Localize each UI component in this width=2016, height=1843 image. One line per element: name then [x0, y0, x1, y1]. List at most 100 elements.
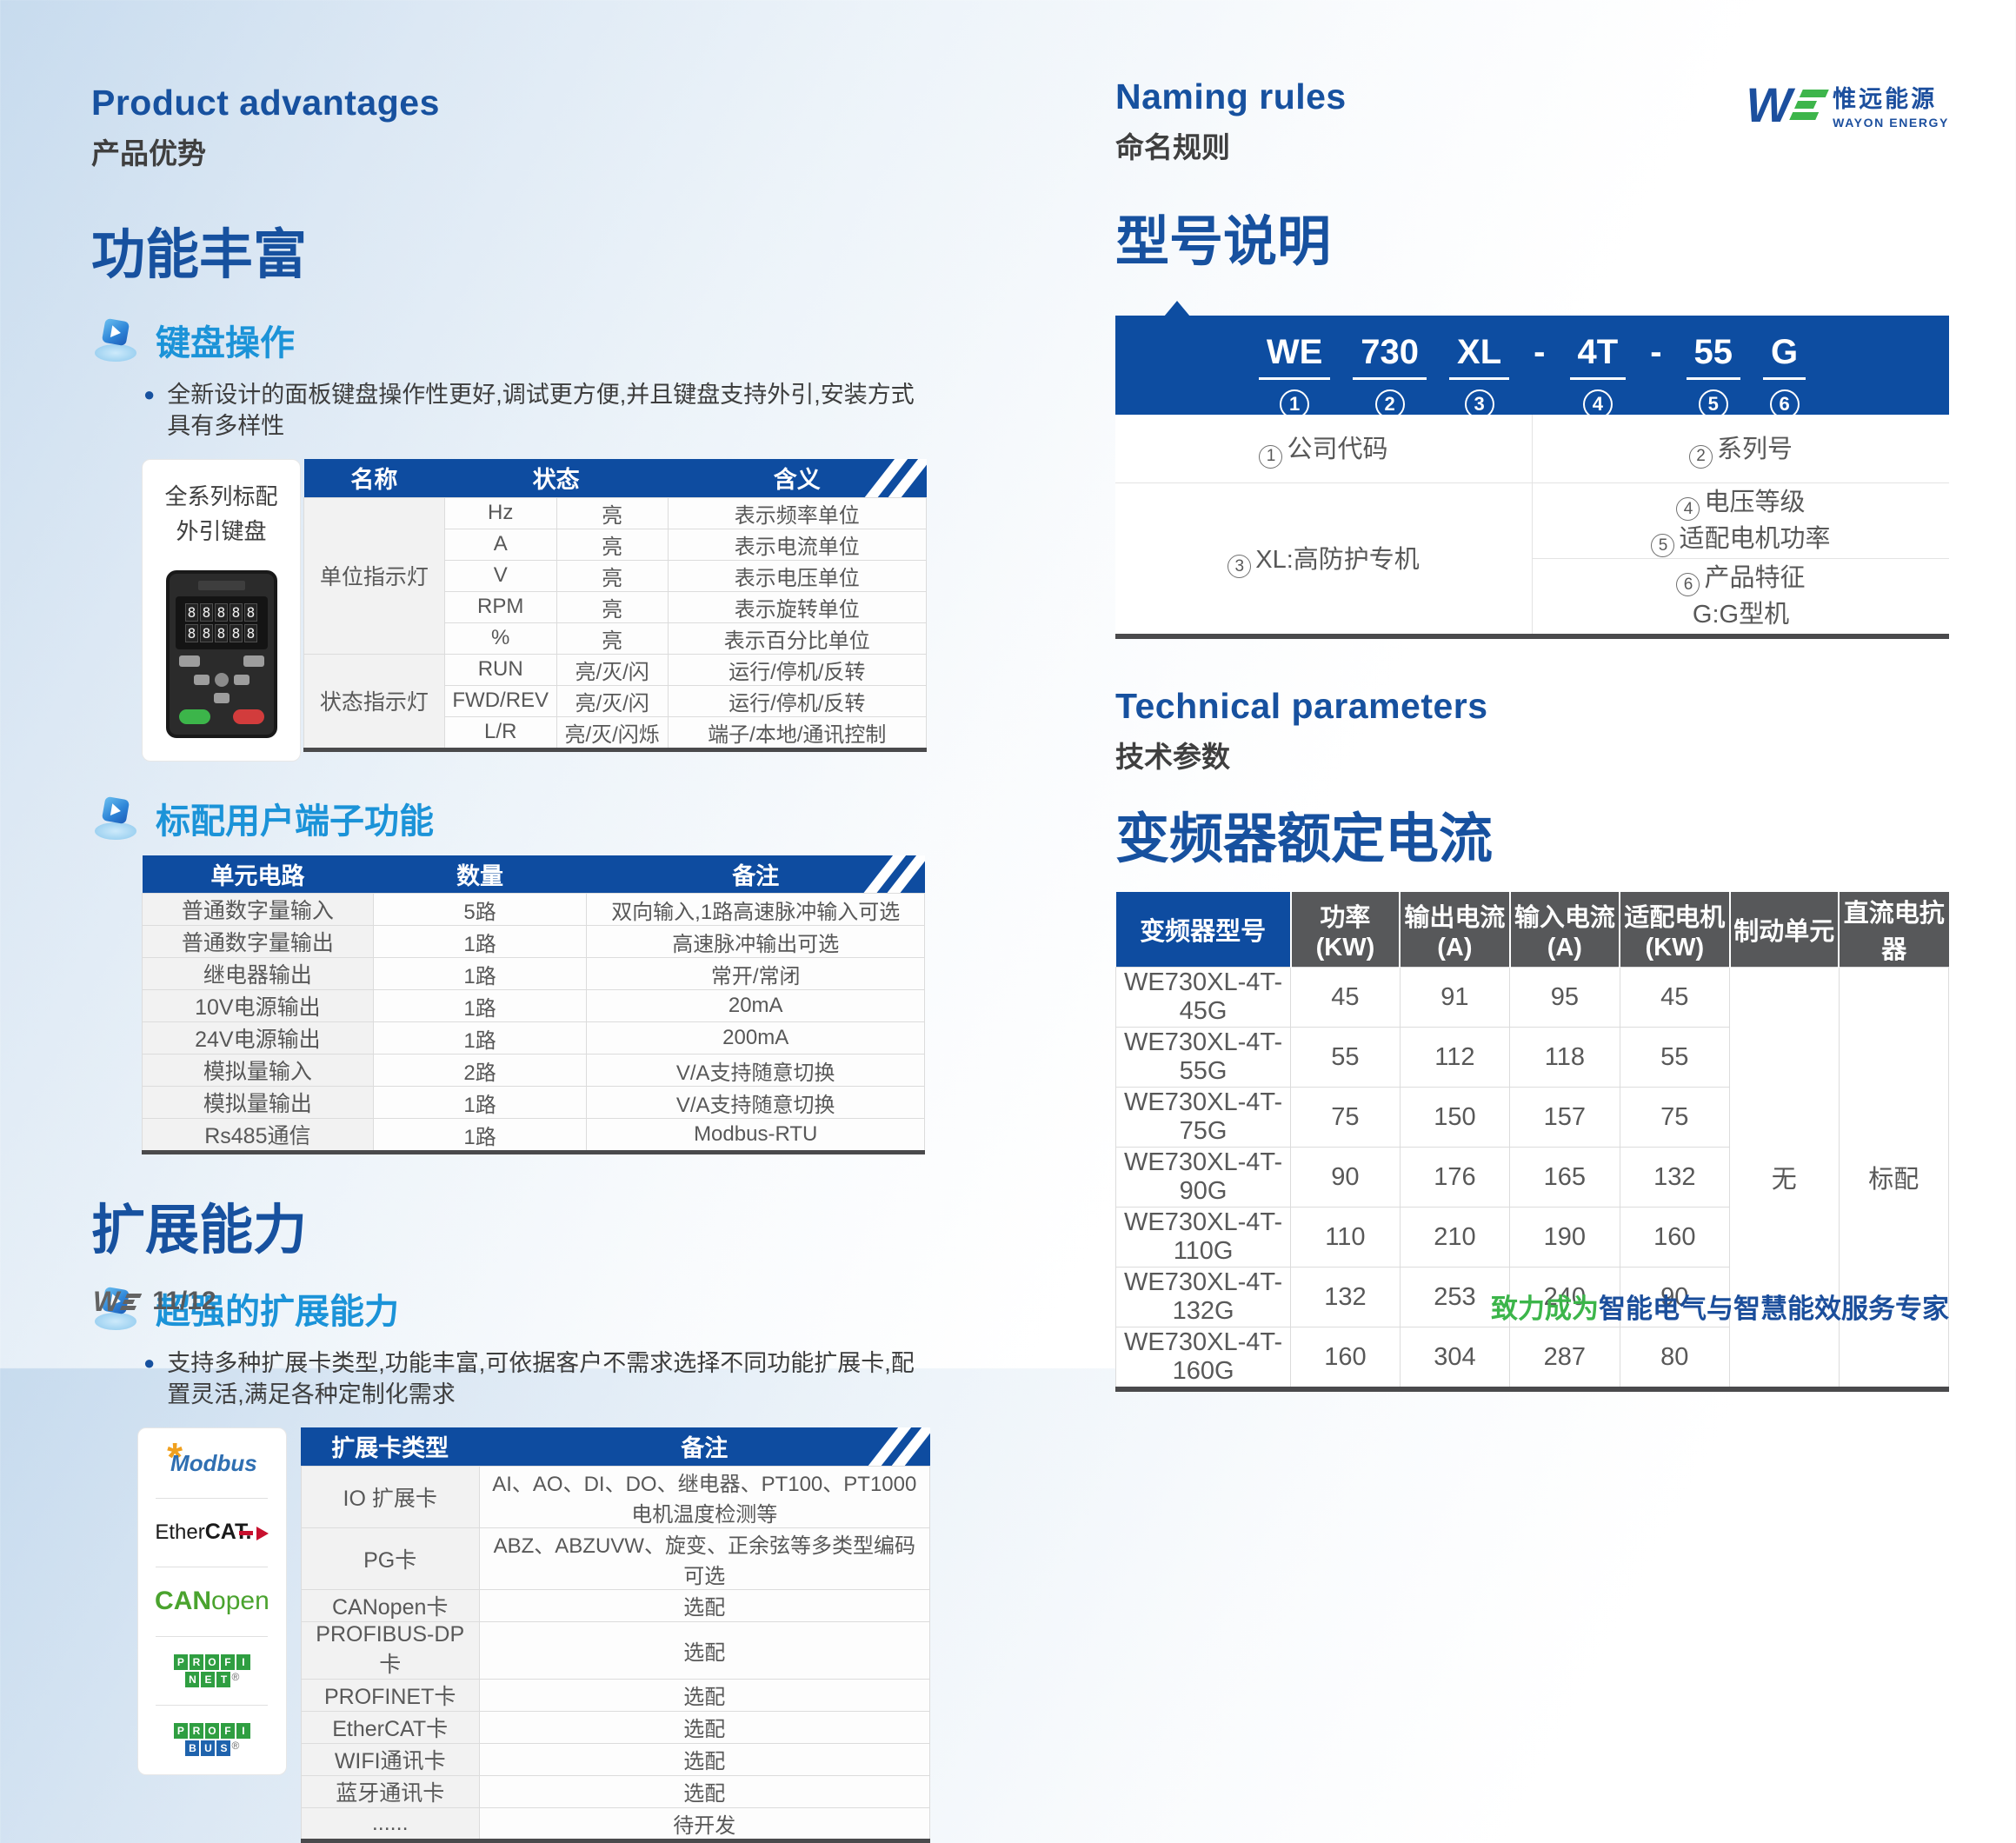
table-row: FWD/REV 亮/灭/闪 运行/停机/反转 [304, 684, 928, 717]
circled-number: 6 [1769, 389, 1800, 419]
table-cell: 亮/灭/闪 [556, 653, 669, 686]
table-cell: 亮/灭/闪 [556, 684, 669, 717]
expansion-table-header-row: 扩展卡类型 备注 [301, 1427, 930, 1467]
table-cell: 选配 [478, 1710, 931, 1744]
table-cell: 亮/灭/闪烁 [556, 715, 669, 750]
col-header-remark: 备注 [586, 855, 925, 894]
table-cell: 91 [1399, 967, 1511, 1028]
expansion-section-header: 超强的扩展能力 [93, 1283, 930, 1334]
table-cell: 选配 [478, 1742, 931, 1776]
table-cell: WIFI通讯卡 [300, 1742, 480, 1776]
table-cell: 表示百分比单位 [667, 622, 928, 655]
table-cell: 亮 [556, 590, 669, 623]
table-cell: 1路 [372, 925, 588, 959]
table-cell: 80 [1619, 1327, 1731, 1390]
we-mark-gray-icon: W [93, 1287, 143, 1315]
table-cell: 表示电流单位 [667, 528, 928, 561]
table-cell: 253 [1399, 1267, 1511, 1328]
table-cell: 240 [1509, 1267, 1620, 1328]
table-cell: PROFINET卡 [300, 1678, 480, 1712]
table-row: WE730XL-4T-75G 75 150 157 75 [1114, 1087, 1949, 1148]
naming-segment: G 6 [1763, 333, 1806, 419]
tile-char: I [236, 1653, 250, 1670]
circled-number: 1 [1259, 444, 1283, 469]
tile-char: T [216, 1671, 231, 1687]
keypad-run-button [178, 709, 210, 724]
table-row: A 亮 表示电流单位 [304, 528, 928, 561]
tile-char: 8 [230, 623, 243, 642]
expansion-bullet: ● 支持多种扩展卡类型,功能丰富,可依据客户不需求选择不同功能扩展卡,配置灵活,… [143, 1347, 930, 1410]
naming-segment: WE 1 [1258, 333, 1331, 419]
right-header-cn: 命名规则 [1115, 131, 1230, 163]
table-cell: 高速脉冲输出可选 [586, 925, 925, 959]
tile-char: R [189, 1653, 203, 1670]
keypad-button [243, 655, 264, 667]
model-cell: WE730XL-4T-55G [1114, 1027, 1292, 1088]
col-header-meaning: 含义 [668, 459, 927, 497]
table-cell: 1 公司代码 [1114, 414, 1533, 483]
indicator-table: 名称 状态 含义 单位指示灯 Hz 亮 表示频率单位 A 亮 [303, 459, 928, 752]
table-cell: EtherCAT卡 [300, 1710, 480, 1744]
table-row: 继电器输出 1路 常开/常闭 [142, 957, 925, 991]
table-row: EtherCAT卡 选配 [300, 1710, 931, 1744]
tile-char: S [216, 1740, 231, 1757]
tech-header-cn: 技术参数 [1115, 741, 1230, 774]
tile-char: P [173, 1723, 188, 1740]
col-header-name: 名称 [303, 459, 445, 497]
table-cell: 160 [1619, 1207, 1731, 1268]
keypad-button [213, 692, 230, 703]
keypad-button [193, 674, 210, 685]
tile-char: 8 [200, 602, 213, 622]
keyboard-section-header: 键盘操作 [93, 315, 930, 365]
table-cell: 蓝牙通讯卡 [300, 1774, 480, 1808]
table-cell: 表示旋转单位 [667, 590, 928, 623]
table-cell: IO 扩展卡 [300, 1465, 480, 1528]
table-cell: 160 [1290, 1327, 1401, 1390]
ethercat-logo: EtherCAT. [138, 1497, 286, 1567]
indicator-table-header-row: 名称 状态 含义 [303, 459, 927, 497]
keypad-caption: 全系列标配 外引键盘 [164, 483, 278, 545]
table-cell: 10V电源输出 [142, 989, 374, 1023]
table-cell: 287 [1509, 1327, 1620, 1390]
table-cell: 表示电压单位 [667, 559, 928, 592]
table-row: CANopen卡 选配 [300, 1588, 931, 1622]
tile-char: I [236, 1723, 250, 1740]
table-cell: 95 [1509, 967, 1620, 1028]
header-slash-decoration [855, 855, 925, 894]
model-cell: WE730XL-4T-110G [1114, 1207, 1292, 1268]
table-cell: 普通数字量输出 [142, 925, 374, 959]
group-cell: 单位指示灯 [303, 496, 445, 655]
table-cell: 选配 [478, 1588, 931, 1622]
cube-icon [93, 317, 140, 362]
table-cell: 模拟量输出 [142, 1086, 374, 1120]
tile-char: 8 [215, 602, 228, 622]
right-page: Naming rules 命名规则 W 惟远能源 WAYON ENERGY 型号… [1114, 77, 1950, 1393]
modbus-logo: *Modbus [167, 1434, 257, 1480]
brand-name-cn: 惟远能源 [1833, 86, 1938, 112]
footer-tagline: 致力成为智能电气与智慧能效服务专家 [1491, 1294, 1949, 1324]
tile-char: 8 [185, 602, 198, 622]
circled-number: 6 [1676, 573, 1700, 597]
table-cell: 5路 [372, 893, 588, 927]
table-row: WE730XL-4T-90G 90 176 165 132 [1114, 1147, 1949, 1208]
table-cell: V [443, 559, 557, 592]
right-header-row: Naming rules 命名规则 W 惟远能源 WAYON ENERGY [1115, 77, 1949, 166]
model-cell: WE730XL-4T-132G [1114, 1267, 1292, 1328]
model-cell: WE730XL-4T-75G [1114, 1087, 1292, 1148]
table-cell: Rs485通信 [142, 1118, 374, 1154]
right-header-en: Naming rules [1115, 77, 1347, 116]
table-row: Rs485通信 1路 Modbus-RTU [142, 1118, 925, 1154]
table-cell: 304 [1399, 1327, 1511, 1390]
table-cell: 24V电源输出 [142, 1021, 374, 1055]
terminal-table-header-row: 单元电路 数量 备注 [142, 855, 925, 894]
circled-number: 2 [1688, 444, 1713, 469]
expansion-section-title: 超强的扩展能力 [156, 1293, 399, 1332]
naming-dash: - [1650, 333, 1662, 371]
tile-char: E [201, 1671, 216, 1687]
we-mark-icon: W [1746, 80, 1829, 129]
table-row: WE730XL-4T-55G 55 112 118 55 [1114, 1027, 1949, 1088]
table-row: 普通数字量输出 1路 高速脉冲输出可选 [142, 925, 925, 959]
